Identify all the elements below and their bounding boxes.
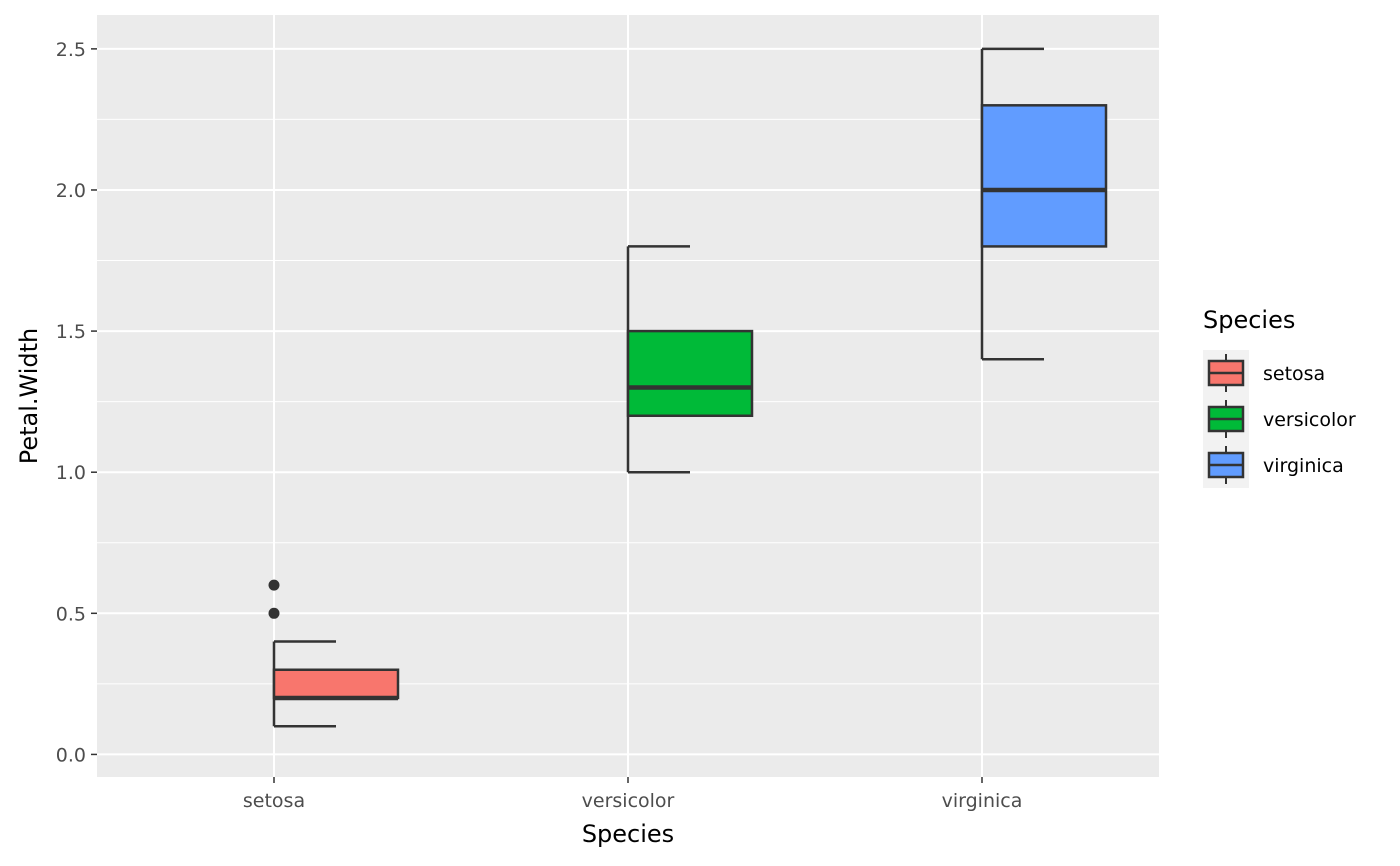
legend-item-versicolor: versicolor xyxy=(1207,400,1356,438)
box-versicolor xyxy=(626,245,754,474)
x-tick-label: setosa xyxy=(243,790,305,812)
boxes xyxy=(268,47,1108,728)
y-axis-title: Petal.Width xyxy=(15,328,43,465)
box-iqr xyxy=(272,668,400,700)
y-tick-label: 0.0 xyxy=(56,744,86,766)
box-setosa xyxy=(268,579,400,728)
legend: Species setosa versicolor virginica xyxy=(1203,306,1356,488)
box-virginica xyxy=(980,47,1108,361)
x-axis-title: Species xyxy=(582,820,674,848)
box-iqr xyxy=(980,104,1108,248)
legend-item-setosa: setosa xyxy=(1207,354,1325,392)
legend-item-virginica: virginica xyxy=(1207,446,1344,484)
box-iqr xyxy=(626,329,754,418)
y-tick-label: 2.0 xyxy=(56,180,86,202)
y-tick-label: 2.5 xyxy=(56,39,86,61)
y-tick-label: 1.5 xyxy=(56,321,86,343)
y-tick-label: 0.5 xyxy=(56,603,86,625)
outlier-point xyxy=(268,607,280,619)
legend-label: virginica xyxy=(1263,455,1344,477)
x-tick-label: virginica xyxy=(942,790,1023,812)
legend-label: versicolor xyxy=(1263,409,1356,431)
legend-title: Species xyxy=(1203,306,1295,334)
y-tick-label: 1.0 xyxy=(56,462,86,484)
legend-label: setosa xyxy=(1263,363,1325,385)
axes: 0.0 0.5 1.0 1.5 2.0 2.5 setosa versicolor virgin… xyxy=(56,39,1023,812)
outlier-point xyxy=(268,579,280,591)
x-tick-label: versicolor xyxy=(582,790,675,812)
